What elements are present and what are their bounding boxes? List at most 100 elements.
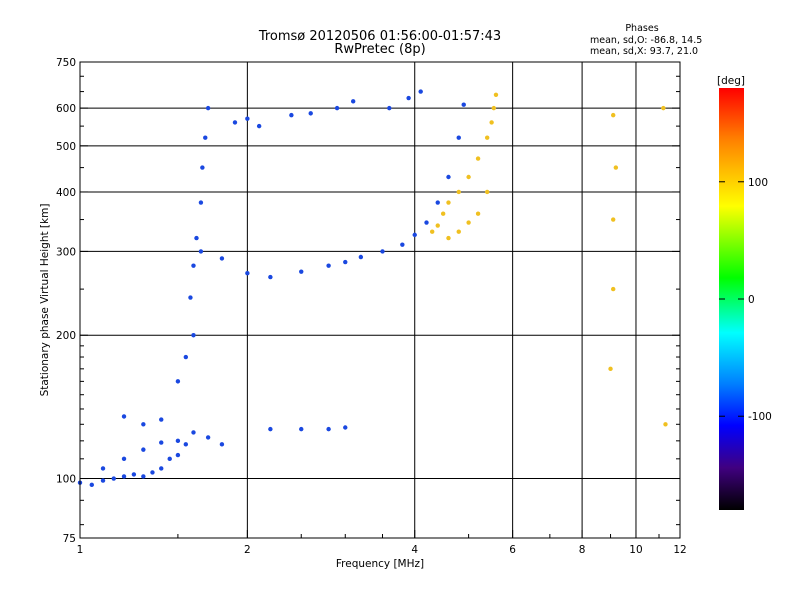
data-point (406, 95, 411, 101)
data-point (418, 89, 423, 94)
y-tick-label: 600 (56, 103, 76, 115)
data-point (400, 242, 405, 247)
y-axis-ticks: 75 100 200 300 400 500 600 750 (56, 57, 680, 545)
x-tick-label: 12 (673, 544, 686, 556)
data-point (613, 165, 619, 170)
data-point (183, 442, 189, 447)
colorbar-tick-label: -100 (748, 411, 772, 423)
phases-heading: Phases (625, 23, 658, 34)
data-point (268, 426, 273, 432)
data-point (200, 165, 205, 170)
y-tick-label: 750 (56, 57, 76, 69)
y-tick-label: 500 (56, 141, 76, 153)
data-point (475, 156, 481, 161)
data-point (256, 123, 262, 129)
data-point (191, 263, 196, 268)
x-tick-label: 6 (509, 544, 516, 556)
data-point (111, 476, 116, 481)
data-point (121, 474, 127, 479)
phases-line-o: mean, sd,O: -86.8, 14.5 (590, 35, 702, 46)
data-point (167, 456, 172, 462)
data-point (159, 440, 164, 445)
data-point (268, 274, 273, 280)
data-point (358, 254, 364, 260)
x-tick-label: 8 (579, 544, 586, 556)
y-tick-label: 75 (63, 533, 76, 545)
data-point (175, 438, 181, 444)
data-point (100, 478, 106, 483)
data-point (188, 295, 193, 300)
data-point (191, 430, 196, 435)
data-point (121, 456, 127, 462)
data-point (493, 92, 499, 97)
data-point (121, 414, 127, 419)
data-point (446, 235, 451, 241)
data-point (611, 217, 616, 222)
data-point (159, 417, 164, 422)
data-point (219, 256, 225, 261)
data-point (475, 211, 481, 216)
data-point (489, 120, 494, 125)
chart-title: Tromsø 20120506 01:56:00-01:57:43 (258, 29, 501, 44)
data-point (232, 120, 238, 125)
data-point (611, 112, 616, 118)
data-point (141, 474, 146, 479)
data-point (326, 263, 331, 268)
data-point (289, 112, 294, 118)
x-tick-label: 10 (629, 544, 642, 556)
phases-line-x: mean, sd,X: 93.7, 21.0 (590, 46, 698, 57)
data-point (141, 422, 146, 427)
plot-frame (79, 61, 681, 539)
data-point (412, 232, 417, 238)
x-axis-label: Frequency [MHz] (336, 558, 424, 570)
data-point (350, 99, 356, 104)
colorbar-label: [deg] (717, 75, 745, 87)
data-point (150, 470, 155, 475)
data-point (446, 174, 451, 180)
data-point (446, 200, 451, 205)
data-point (175, 452, 181, 458)
data-points (77, 89, 668, 488)
data-point (608, 366, 613, 372)
data-point (456, 135, 461, 140)
data-point (661, 105, 666, 111)
grid-lines (80, 62, 680, 538)
data-point (663, 422, 668, 427)
data-point (611, 286, 616, 292)
data-point (456, 229, 461, 234)
data-point (191, 333, 196, 338)
data-point (334, 105, 340, 111)
data-point (100, 466, 106, 471)
data-point (387, 105, 392, 111)
data-point (205, 105, 211, 111)
data-point (89, 482, 94, 488)
data-point (380, 249, 385, 254)
data-point (308, 111, 313, 116)
data-point (198, 249, 204, 254)
data-point (456, 189, 461, 195)
x-tick-label: 2 (244, 544, 251, 556)
colorbar-tick-label: 100 (748, 177, 768, 189)
data-point (424, 220, 429, 225)
data-point (219, 442, 225, 447)
data-point (194, 235, 199, 241)
y-tick-label: 300 (56, 246, 76, 258)
colorbar-tick-label: 0 (748, 294, 755, 306)
colorbar-ticks: 100 0 -100 (719, 177, 772, 423)
data-point (203, 135, 208, 140)
data-point (435, 200, 440, 205)
y-tick-label: 400 (56, 187, 76, 199)
data-point (198, 200, 204, 205)
y-tick-label: 200 (56, 330, 76, 342)
data-point (466, 220, 471, 225)
data-point (484, 135, 490, 140)
data-point (466, 174, 471, 180)
x-tick-label: 4 (411, 544, 418, 556)
data-point (343, 259, 348, 265)
data-point (245, 271, 250, 276)
data-point (175, 379, 181, 384)
data-point (131, 472, 137, 477)
x-axis-ticks: 1 2 4 6 8 10 12 (77, 530, 687, 556)
